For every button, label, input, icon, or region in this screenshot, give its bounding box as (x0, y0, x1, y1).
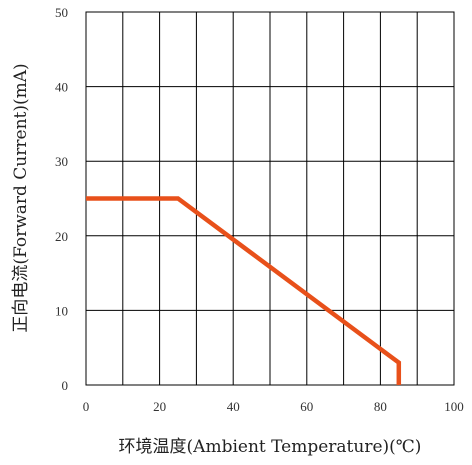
x-tick-label: 20 (153, 399, 166, 414)
x-axis-title: 环境温度(Ambient Temperature)(℃) (119, 437, 422, 457)
series-line (86, 196, 402, 385)
y-tick-labels: 0 10 20 30 40 50 (55, 5, 68, 393)
y-tick-label: 10 (55, 303, 68, 318)
series-group (86, 196, 402, 385)
y-tick-label: 20 (55, 229, 68, 244)
x-tick-label: 40 (227, 399, 240, 414)
x-tick-label: 0 (83, 399, 90, 414)
y-tick-label: 0 (62, 378, 69, 393)
y-tick-label: 50 (55, 5, 68, 20)
x-tick-label: 60 (300, 399, 313, 414)
x-tick-label: 80 (374, 399, 387, 414)
x-tick-labels: 0 20 40 60 80 100 (83, 399, 464, 414)
y-axis-title: 正向电流(Forward Current)(mA) (11, 63, 31, 332)
y-tick-label: 40 (55, 80, 68, 95)
x-tick-label: 100 (444, 399, 464, 414)
y-tick-label: 30 (55, 154, 68, 169)
grid (86, 12, 454, 385)
